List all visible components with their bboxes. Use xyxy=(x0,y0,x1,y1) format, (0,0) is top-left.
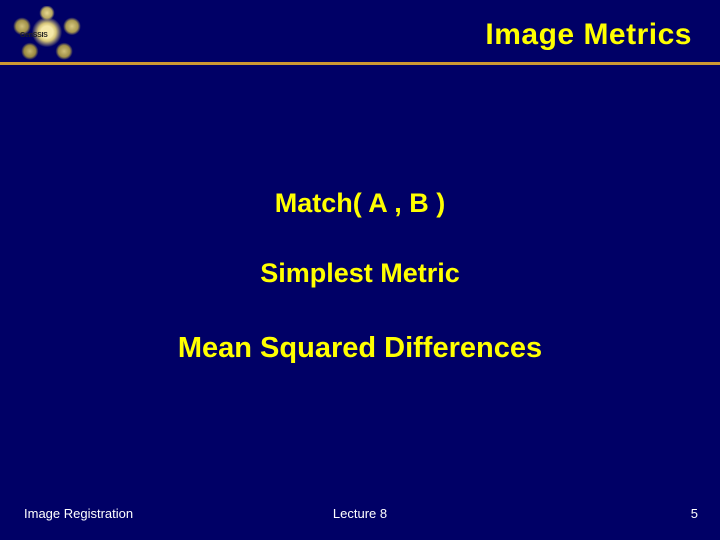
slide-content: Match( A , B ) Simplest Metric Mean Squa… xyxy=(0,70,720,500)
content-line-3: Mean Squared Differences xyxy=(0,332,720,365)
slide-header: GenSSIS Image Metrics xyxy=(0,0,720,70)
page-number: 5 xyxy=(691,506,698,521)
title-rule xyxy=(0,62,720,65)
logo-label: GenSSIS xyxy=(20,32,47,39)
content-line-2: Simplest Metric xyxy=(0,258,720,289)
footer-left: Image Registration xyxy=(24,506,133,521)
content-line-1: Match( A , B ) xyxy=(0,188,720,219)
slide-footer: Image Registration Lecture 8 5 xyxy=(0,506,720,526)
slide-title: Image Metrics xyxy=(485,18,692,52)
footer-center: Lecture 8 xyxy=(333,506,387,521)
